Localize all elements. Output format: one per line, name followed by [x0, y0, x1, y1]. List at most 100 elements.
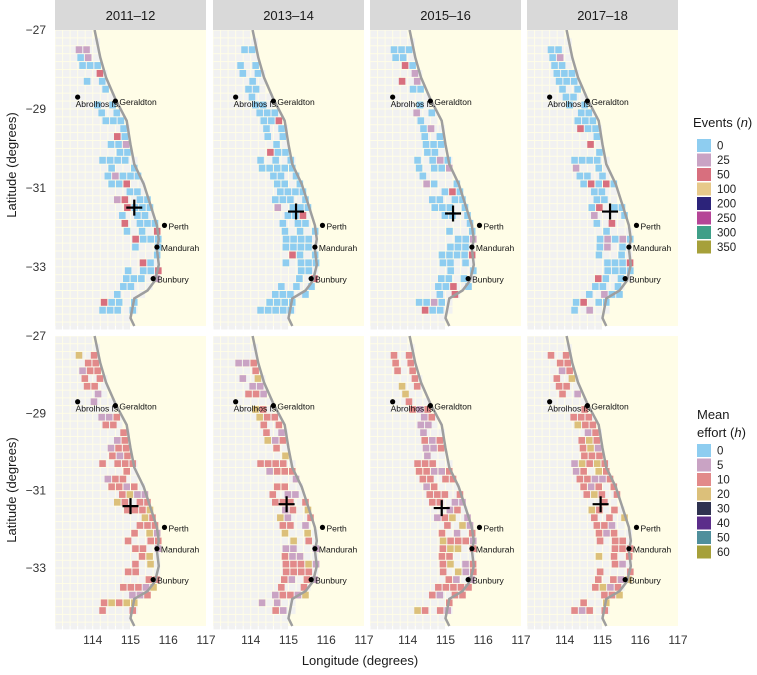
map-panel-effort-3: Abrolhos Is.Geraldton Perth Mandurah Bunbur… [370, 335, 521, 630]
y-axis-title-top: Latitude (degrees) [4, 112, 19, 218]
legend-swatch [697, 458, 711, 472]
centroid-cross [445, 205, 462, 222]
place-marker [270, 403, 276, 409]
place-label: Geraldton [591, 97, 629, 107]
place-label: Bunbury [629, 275, 661, 285]
legend-label: 100 [717, 184, 736, 196]
place-marker [547, 94, 553, 100]
place-label: Abrolhos Is. [391, 404, 436, 414]
x-tick-label: 116 [474, 633, 493, 647]
legend-effort-title-line2: effort (h) [697, 425, 746, 440]
place-marker [308, 577, 314, 583]
place-marker [626, 244, 632, 250]
x-tick-label: 116 [317, 633, 336, 647]
legend-swatch [697, 197, 711, 210]
centroid-cross [602, 203, 619, 220]
map-panel-effort-4: Abrolhos Is.Geraldton Perth Mandurah Bunbur… [527, 335, 678, 630]
place-label: Bunbury [472, 576, 504, 586]
x-tick-label: 116 [159, 633, 178, 647]
place-label: Perth [326, 221, 347, 231]
legend-label: 50 [717, 170, 730, 182]
map-panel-effort-2: Abrolhos Is.Geraldton Perth Mandurah Bunbur… [213, 335, 364, 630]
x-tick-label: 114 [83, 633, 102, 647]
x-tick-label: 117 [354, 633, 373, 647]
x-tick-label: 115 [593, 633, 612, 647]
place-label: Mandurah [476, 243, 515, 253]
place-label: Bunbury [157, 576, 189, 586]
place-label: Abrolhos Is. [548, 99, 593, 109]
coastline [251, 335, 319, 627]
place-marker [150, 276, 156, 282]
coastline [565, 335, 633, 627]
place-label: Abrolhos Is. [391, 99, 436, 109]
panel-strip [527, 0, 678, 30]
place-label: Mandurah [161, 243, 200, 253]
x-tick-label: 116 [631, 633, 650, 647]
ocean-grid [370, 336, 476, 630]
place-marker [622, 276, 628, 282]
coastline [408, 335, 476, 627]
centroid-cross [592, 496, 609, 513]
place-marker [150, 577, 156, 583]
legend-swatch [697, 139, 711, 152]
x-tick-label: 117 [196, 633, 215, 647]
fishery-cells [547, 351, 634, 614]
legend-swatch [697, 487, 711, 501]
place-label: Mandurah [476, 545, 515, 555]
place-marker [427, 98, 433, 104]
place-label: Geraldton [119, 402, 157, 412]
place-label: Mandurah [161, 545, 200, 555]
x-tick-label: 117 [511, 633, 530, 647]
place-marker [154, 546, 160, 552]
place-marker [584, 403, 591, 409]
legend-swatch [697, 182, 711, 196]
x-tick-label: 114 [555, 633, 574, 647]
x-axis-title: Longitude (degrees) [302, 653, 418, 668]
panel-strip-label: 2013–14 [263, 8, 314, 23]
coastline [565, 29, 633, 327]
place-label: Bunbury [315, 576, 347, 586]
legend-swatch [697, 226, 711, 239]
map-panel-effort-1: Abrolhos Is.Geraldton Perth Mandurah Bunbur… [55, 335, 206, 630]
place-marker [465, 276, 471, 282]
place-label: Geraldton [434, 97, 472, 107]
y-tick-label: −29 [26, 406, 47, 420]
centroid-cross [122, 498, 139, 515]
y-tick-label: −33 [26, 561, 47, 575]
place-label: Perth [483, 523, 504, 533]
x-tick-label: 115 [436, 633, 455, 647]
legend-label: 20 [717, 489, 730, 501]
place-label: Geraldton [119, 97, 157, 107]
panel-strip-label: 2017–18 [577, 8, 628, 23]
panel-strip [213, 0, 364, 30]
place-marker [270, 98, 276, 104]
legend-label: 30 [717, 504, 730, 516]
legend-label: 0 [717, 446, 723, 458]
legend-label: 40 [717, 518, 730, 530]
place-label: Mandurah [633, 243, 672, 253]
place-label: Abrolhos Is. [234, 404, 279, 414]
legend-label: 10 [717, 475, 730, 487]
place-label: Geraldton [434, 402, 472, 412]
x-tick-label: 115 [279, 633, 298, 647]
panel-strip-label: 2011–12 [106, 8, 156, 23]
place-label: Bunbury [315, 275, 347, 285]
legend-events-title: Events (n) [693, 115, 752, 130]
place-marker [476, 222, 483, 228]
place-marker [233, 94, 239, 100]
place-label: Perth [640, 221, 661, 231]
legend-label: 0 [717, 141, 723, 153]
x-tick-label: 114 [241, 633, 260, 647]
map-panels: Abrolhos Is.GeraldtonPerthMandurahBunbur… [55, 0, 678, 630]
place-label: Perth [483, 221, 504, 231]
place-marker [633, 222, 640, 228]
place-marker [476, 524, 483, 531]
place-marker [154, 244, 160, 250]
coastline [408, 29, 476, 327]
map-axes: Latitude (degrees) Latitude (degrees) Lo… [4, 23, 688, 668]
panel-strip [370, 0, 521, 30]
legend-swatch [697, 444, 711, 457]
place-marker [427, 403, 433, 409]
place-label: Bunbury [157, 275, 189, 285]
